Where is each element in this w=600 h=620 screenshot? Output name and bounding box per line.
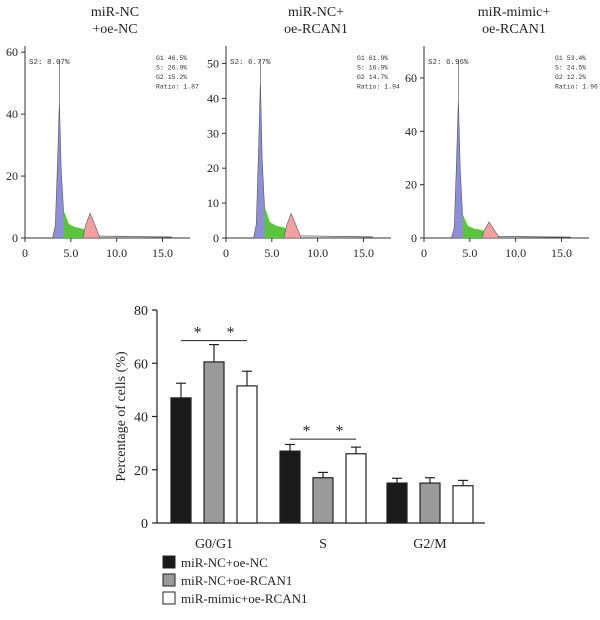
bar-miR-NC+oe-RCAN1 <box>419 482 441 524</box>
bar-y-tick-label: 60 <box>134 357 148 372</box>
flow-panel-2-title-line1: miR-NC+ <box>287 5 345 20</box>
flow-stat-line: G1 61.9% <box>357 55 388 62</box>
bar-y-tick-label: 0 <box>141 517 148 532</box>
flow-x-tick-label: 5.0 <box>264 246 279 260</box>
bar-miR-NC+oe-RCAN1 <box>312 477 334 524</box>
flow-s-phase <box>264 206 289 238</box>
flow-y-tick-label: 30 <box>207 126 219 140</box>
flow-panel-1-title-line1: miR-NC <box>90 5 140 20</box>
legend-swatch <box>162 591 176 605</box>
bar-y-tick-label: 40 <box>134 411 148 426</box>
bar-y-axis-label: Percentage of cells (%) <box>114 351 129 482</box>
flow-x-tick-label: 0 <box>223 246 229 260</box>
cell-cycle-bar-chart: 0 20 40 60 80 Percentage of cells (%) G0/G1 S G2… <box>114 304 485 606</box>
flow-y-tick-label: 50 <box>207 56 219 70</box>
bar-miR-mimic+oe-RCAN1 <box>345 453 367 524</box>
bar-miR-NC+oe-NC <box>170 397 192 524</box>
flow-panel-1-title-line2: +oe-NC <box>92 22 138 37</box>
flow-y-tick-label: 20 <box>207 161 219 175</box>
flow-x-tick-label: 10.0 <box>106 246 127 260</box>
flow-panel-3: 0 20 40 60 0 5.0 10.0 15.0 S2: 6.96% G1 53.4% S: 2… <box>405 46 598 260</box>
bar-y-tick-label: 20 <box>134 464 148 479</box>
flow-stat-line: G2 15.2% <box>156 74 187 81</box>
flow-y-tick-label: 40 <box>405 124 417 138</box>
flow-x-tick-label: 10.0 <box>505 246 526 260</box>
flow-y-tick-label: 60 <box>6 45 18 59</box>
significance-label: * <box>303 423 311 440</box>
bar-miR-NC+oe-RCAN1 <box>203 361 225 524</box>
flow-panel-3-title-line1: miR-mimic+ <box>477 5 551 20</box>
flow-subpopulation-label: S2: 6.96% <box>428 59 469 67</box>
bar-category-label: G0/G1 <box>195 537 233 552</box>
flow-subpopulation-label: S2: 6.77% <box>230 59 271 67</box>
flow-x-tick-label: 0 <box>421 246 427 260</box>
flow-stat-line: G2 12.2% <box>555 74 586 81</box>
significance-label: * <box>227 325 235 342</box>
flow-y-tick-label: 20 <box>405 178 417 192</box>
legend-label: miR-NC+oe-NC <box>181 555 268 570</box>
flow-s-phase <box>462 214 487 238</box>
flow-x-tick-label: 15.0 <box>152 246 173 260</box>
flow-x-tick-label: 15.0 <box>353 246 374 260</box>
flow-y-tick-label: 0 <box>213 231 219 245</box>
flow-stat-line: Ratio: 1.87 <box>156 84 199 91</box>
flow-stat-line: S: 26.9% <box>156 65 187 72</box>
flow-stat-line: Ratio: 1.94 <box>357 84 400 91</box>
flow-y-tick-label: 40 <box>207 91 219 105</box>
flow-histogram-tail <box>300 235 373 238</box>
flow-y-tick-label: 10 <box>207 196 219 210</box>
bar-miR-mimic+oe-RCAN1 <box>452 485 474 524</box>
flow-x-tick-label: 0 <box>22 246 28 260</box>
legend-label: miR-NC+oe-RCAN1 <box>181 573 292 588</box>
flow-stat-line: S: 16.9% <box>357 65 388 72</box>
flow-y-tick-label: 20 <box>6 169 18 183</box>
flow-g1-peak <box>253 80 266 239</box>
flow-x-tick-label: 15.0 <box>551 246 572 260</box>
flow-panel-3-title-line2: oe-RCAN1 <box>482 22 546 37</box>
flow-stat-line: G2 14.7% <box>357 74 388 81</box>
flow-g2-peak <box>481 221 499 239</box>
bar-miR-mimic+oe-RCAN1 <box>236 385 258 524</box>
flow-y-tick-label: 0 <box>12 231 18 245</box>
significance-label: * <box>194 325 202 342</box>
legend-label: miR-mimic+oe-RCAN1 <box>181 591 308 606</box>
flow-panel-1-title: miR-NC +oe-NC <box>40 4 190 38</box>
flow-panel-2-title-line2: oe-RCAN1 <box>284 22 348 37</box>
flow-panel-2-title: miR-NC+ oe-RCAN1 <box>241 4 391 38</box>
bar-category-label: G2/M <box>413 537 447 552</box>
bar-miR-NC+oe-NC <box>386 482 408 524</box>
flow-y-tick-label: 40 <box>6 107 18 121</box>
legend-swatch <box>162 573 176 587</box>
flow-x-tick-label: 5.0 <box>63 246 78 260</box>
flow-g2-peak <box>283 212 301 239</box>
flow-histograms: 0 20 40 60 0 5.0 10.0 15.0 S2: 8.07% G1 46.5% S: 2… <box>6 45 598 260</box>
flow-y-tick-label: 0 <box>411 231 417 245</box>
flow-stat-line: G1 53.4% <box>555 55 586 62</box>
flow-histogram-tail <box>99 235 172 238</box>
flow-x-tick-label: 5.0 <box>462 246 477 260</box>
flow-panel-1: 0 20 40 60 0 5.0 10.0 15.0 S2: 8.07% G1 46.5% S: 2… <box>6 45 199 260</box>
flow-y-tick-label: 60 <box>405 71 417 85</box>
flow-x-tick-label: 10.0 <box>307 246 328 260</box>
flow-subpopulation-label: S2: 8.07% <box>29 59 70 67</box>
flow-stat-line: G1 46.5% <box>156 55 187 62</box>
bar-y-tick-label: 80 <box>134 304 148 319</box>
flow-g1-peak <box>451 99 464 239</box>
bar-miR-NC+oe-NC <box>279 450 301 524</box>
legend-swatch <box>162 555 176 569</box>
flow-histogram-tail <box>498 236 571 238</box>
flow-panel-2: 0 10 20 30 40 50 0 5.0 10.0 15.0 S2: 6.77% G1 61.9%… <box>207 46 400 260</box>
flow-panel-3-title: miR-mimic+ oe-RCAN1 <box>439 4 589 38</box>
flow-stat-line: Ratio: 1.96 <box>555 84 598 91</box>
flow-g2-peak <box>82 212 100 239</box>
flow-stat-line: S: 24.5% <box>555 65 586 72</box>
flow-g1-peak <box>52 101 65 239</box>
bar-category-label: S <box>319 537 327 552</box>
flow-s-phase <box>63 210 88 238</box>
significance-label: * <box>336 423 344 440</box>
